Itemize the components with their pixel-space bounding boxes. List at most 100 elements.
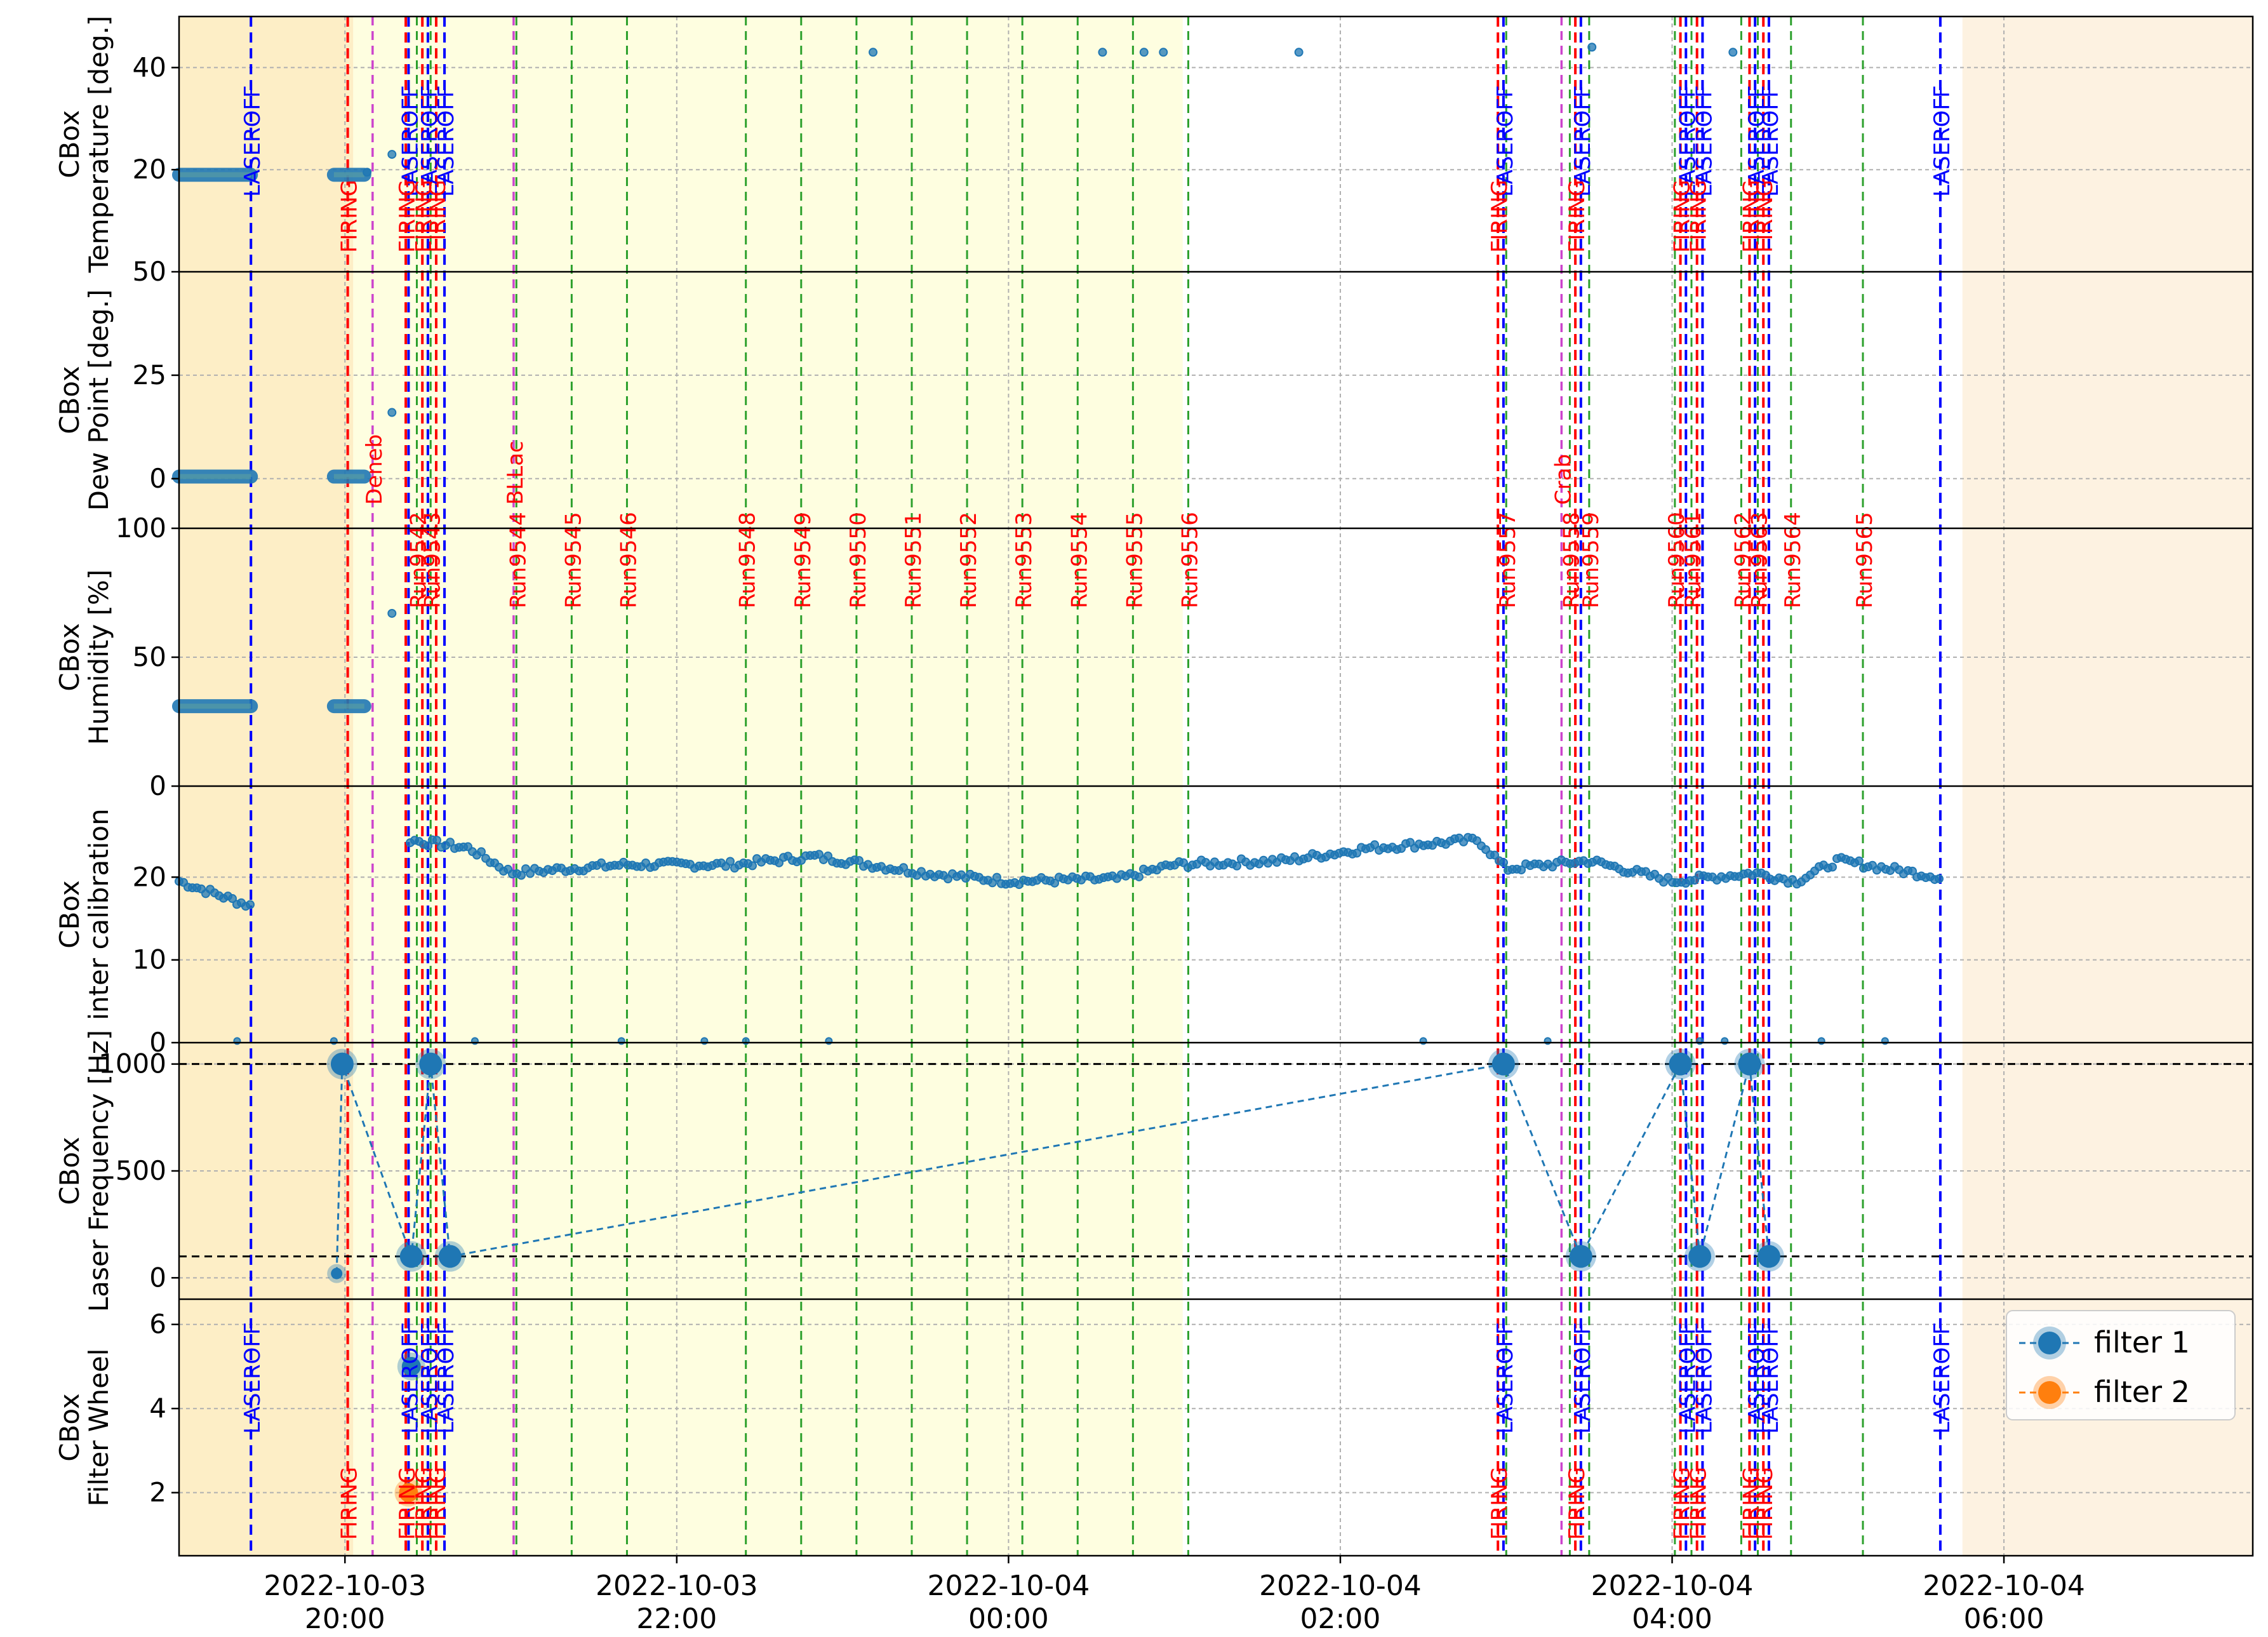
y-tick-label: 2	[149, 1477, 166, 1508]
firing-label: FIRING	[1564, 180, 1590, 253]
laseroff-label: LASEROFF	[240, 85, 265, 197]
intercal-point	[446, 838, 455, 847]
run-label: Run9559	[1578, 512, 1604, 608]
firing-label: FIRING	[425, 180, 451, 253]
x-tick-label-time: 04:00	[1632, 1603, 1712, 1635]
laseroff-label: LASEROFF	[1570, 1322, 1596, 1434]
y-tick-label: 20	[133, 154, 166, 185]
legend: filter 1 filter 2	[2006, 1310, 2236, 1420]
run-label: Run9556	[1177, 512, 1203, 608]
y-tick-label: 4	[149, 1393, 166, 1424]
run-label: Run9564	[1780, 512, 1806, 608]
legend-label: filter 2	[2094, 1375, 2190, 1409]
run-label: Run9545	[561, 512, 586, 608]
y-axis-label-line: Dew Point [deg.]	[83, 290, 114, 511]
y-tick-label: 100	[116, 512, 166, 544]
y-axis-label-line: CBox	[54, 110, 85, 178]
temperature-point	[1159, 48, 1168, 57]
run-label: Run9554	[1067, 512, 1092, 608]
firing-label: FIRING	[411, 1467, 437, 1540]
y-tick-label: 6	[149, 1309, 166, 1340]
laserfreq-point	[330, 1052, 354, 1076]
firing-label: FIRING	[411, 180, 437, 253]
intercal-point	[1828, 862, 1837, 872]
source-label: Crab	[1551, 454, 1576, 505]
temperature-point	[1139, 48, 1149, 57]
intercal-point	[432, 836, 441, 845]
intercal-point	[1517, 865, 1526, 874]
laserfreq-point	[1757, 1245, 1780, 1268]
y-tick-label: 0	[149, 1262, 166, 1293]
dewpoint-point	[387, 408, 397, 417]
run-label: Run9548	[735, 512, 761, 608]
run-label: Run9557	[1495, 512, 1521, 608]
laseroff-label: LASEROFF	[1493, 85, 1518, 197]
intercal-point	[1908, 866, 1917, 876]
temperature-point	[1294, 48, 1304, 57]
temperature-point	[869, 48, 878, 57]
x-tick-label-date: 2022-10-04	[928, 1570, 1090, 1602]
source-label: Deneb	[362, 434, 387, 505]
laseroff-label: LASEROFF	[1691, 85, 1717, 197]
laserfreq-point	[419, 1052, 443, 1076]
laserfreq-point	[1688, 1245, 1712, 1268]
legend-swatch-marker	[2038, 1381, 2061, 1404]
intercal-point	[748, 861, 757, 871]
x-tick-label-date: 2022-10-04	[1923, 1570, 2085, 1602]
laseroff-label: LASEROFF	[1744, 1322, 1770, 1434]
laserfreq-point	[1491, 1052, 1515, 1076]
firing-label: FIRING	[1670, 180, 1695, 253]
temperature-point	[1587, 43, 1597, 52]
firing-label: FIRING	[1752, 180, 1778, 253]
intercal-point	[1370, 840, 1379, 850]
run-label: Run9544	[505, 512, 531, 608]
filter2-point	[399, 1483, 418, 1502]
y-tick-label: 1000	[98, 1048, 166, 1079]
temperature-point	[363, 168, 372, 177]
temperature-point	[1098, 48, 1107, 57]
y-tick-label: 50	[133, 256, 166, 287]
y-axis-label-line: CBox	[54, 1393, 85, 1461]
intercal-point	[477, 847, 486, 857]
x-tick-label-date: 2022-10-04	[1591, 1570, 1754, 1602]
y-tick-label: 0	[149, 770, 166, 801]
y-axis-label-line: Humidity [%]	[83, 570, 114, 745]
firing-label: FIRING	[1487, 180, 1512, 253]
firing-label: FIRING	[1686, 180, 1712, 253]
laserfreq-point	[1569, 1245, 1592, 1268]
intercal-point	[1050, 878, 1059, 888]
laseroff-label: LASEROFF	[417, 85, 443, 197]
intercal-point	[228, 894, 237, 904]
laseroff-label: LASEROFF	[417, 1322, 443, 1434]
y-tick-label: 50	[133, 641, 166, 672]
intercal-point	[1855, 856, 1864, 865]
run-label: Run9553	[1011, 512, 1037, 608]
y-axis-label-line: inter calibration	[83, 808, 114, 1020]
firing-label: FIRING	[1686, 1467, 1712, 1540]
run-label: Run9551	[901, 512, 926, 608]
intercal-point	[517, 871, 526, 880]
laserfreq-point	[1738, 1052, 1761, 1076]
y-tick-label: 0	[149, 1027, 166, 1058]
laseroff-label: LASEROFF	[1758, 1322, 1784, 1434]
x-tick-label-time: 22:00	[636, 1603, 717, 1635]
x-tick-label-time: 06:00	[1964, 1603, 2045, 1635]
y-tick-label: 40	[133, 51, 166, 83]
humidity-point	[387, 608, 397, 618]
intercal-point	[726, 857, 735, 866]
firing-label: FIRING	[395, 180, 420, 253]
intercal-point	[992, 872, 1001, 882]
y-axis-label-line: Filter Wheel	[83, 1349, 114, 1507]
laseroff-label: LASEROFF	[240, 1322, 265, 1434]
y-axis-label-line: CBox	[54, 366, 85, 434]
legend-label: filter 1	[2094, 1325, 2190, 1360]
y-tick-label: 0	[149, 463, 166, 494]
laseroff-label: LASEROFF	[397, 85, 423, 197]
legend-swatch-marker	[2038, 1332, 2061, 1354]
laserfreq-point	[399, 1245, 423, 1268]
intercal-point	[1499, 858, 1508, 867]
